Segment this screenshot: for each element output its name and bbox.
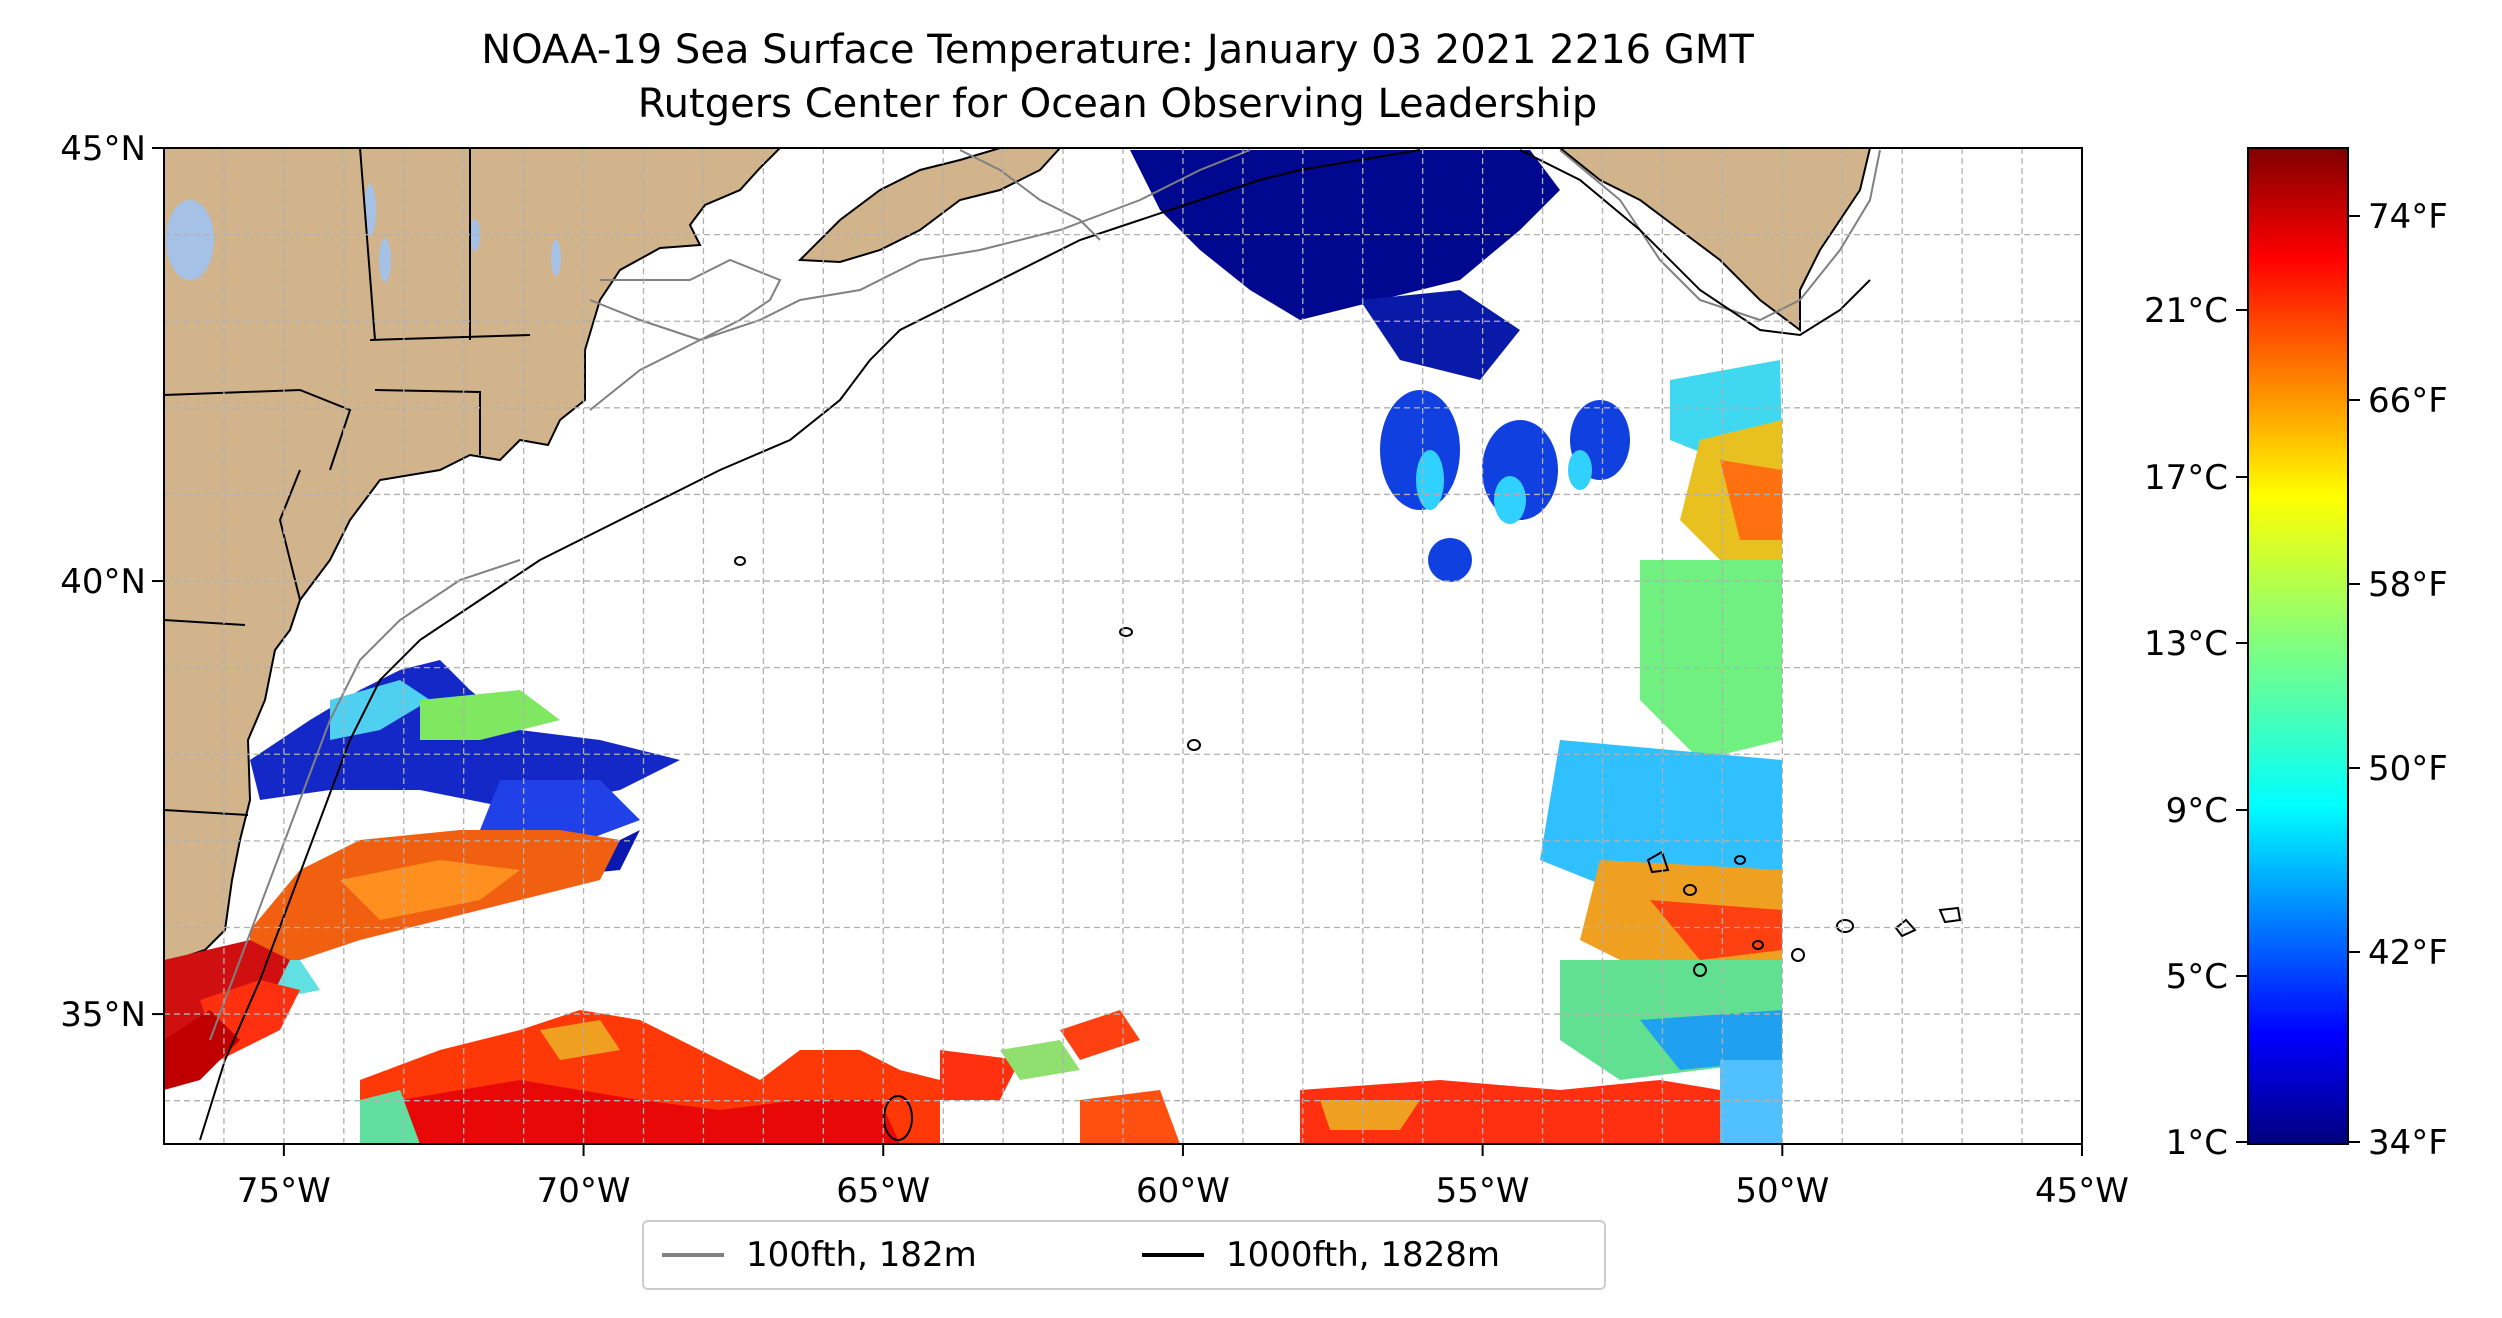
lon-tick-label: 60°W [1136, 1171, 1230, 1211]
isobath-1000fth [199, 149, 1962, 1141]
map-frame [163, 147, 2083, 1145]
isobath-100fth [209, 149, 1881, 1041]
state-borders [164, 148, 531, 816]
map-subtitle: Rutgers Center for Ocean Observing Leade… [637, 81, 1598, 127]
map-panel [164, 148, 2082, 1144]
lat-tick-label: 45°N [60, 129, 146, 169]
land-nova-scotia [797, 148, 1062, 264]
gridlines [164, 148, 2082, 1144]
lon-tick-label: 50°W [1735, 1171, 1829, 1211]
longitude-axis: 75°W 70°W 65°W 60°W 55°W 50°W 45°W [237, 1144, 2129, 1211]
colorbar-fahrenheit-label: 50°F [2368, 749, 2448, 789]
latitude-axis: 45°N 40°N 35°N [60, 129, 164, 1035]
lon-tick-label: 70°W [537, 1171, 631, 1211]
land-newfoundland [1480, 148, 1872, 332]
colorbar [2247, 147, 2349, 1145]
colorbar-fahrenheit-label: 66°F [2368, 381, 2448, 421]
colorbar-fahrenheit-axis: 74°F 66°F 58°F 50°F 42°F 34°F [2348, 197, 2448, 1163]
isobath-legend: 100fth, 182m 1000fth, 1828m [642, 1220, 1606, 1290]
colorbar-celsius-label: 21°C [2144, 291, 2228, 331]
legend-label-1000fth: 1000fth, 1828m [1226, 1235, 1501, 1275]
colorbar-fahrenheit-label: 42°F [2368, 933, 2448, 973]
legend-swatch-100fth [662, 1253, 724, 1257]
colorbar-celsius-axis: 21°C 17°C 13°C 9°C 5°C 1°C [2144, 291, 2248, 1163]
colorbar-celsius-label: 5°C [2166, 957, 2228, 997]
lat-tick-label: 35°N [60, 995, 146, 1035]
colorbar-fahrenheit-label: 58°F [2368, 565, 2448, 605]
legend-label-100fth: 100fth, 182m [746, 1235, 977, 1275]
lat-tick-label: 40°N [60, 562, 146, 602]
colorbar-celsius-label: 13°C [2144, 624, 2228, 664]
legend-swatch-1000fth [1142, 1253, 1204, 1257]
lon-tick-label: 65°W [836, 1171, 930, 1211]
colorbar-fahrenheit-label: 74°F [2368, 197, 2448, 237]
lon-tick-label: 45°W [2035, 1171, 2129, 1211]
map-title: NOAA-19 Sea Surface Temperature: January… [481, 27, 1754, 73]
colorbar-celsius-label: 1°C [2166, 1123, 2228, 1163]
colorbar-celsius-label: 17°C [2144, 458, 2228, 498]
lon-tick-label: 55°W [1436, 1171, 1530, 1211]
colorbar-celsius-label: 9°C [2166, 791, 2228, 831]
legend-item-1000fth: 1000fth, 1828m [1142, 1222, 1500, 1288]
legend-item-100fth: 100fth, 182m [662, 1222, 977, 1288]
colorbar-fahrenheit-label: 34°F [2368, 1123, 2448, 1163]
lakes [166, 184, 561, 282]
lon-tick-label: 75°W [237, 1171, 331, 1211]
